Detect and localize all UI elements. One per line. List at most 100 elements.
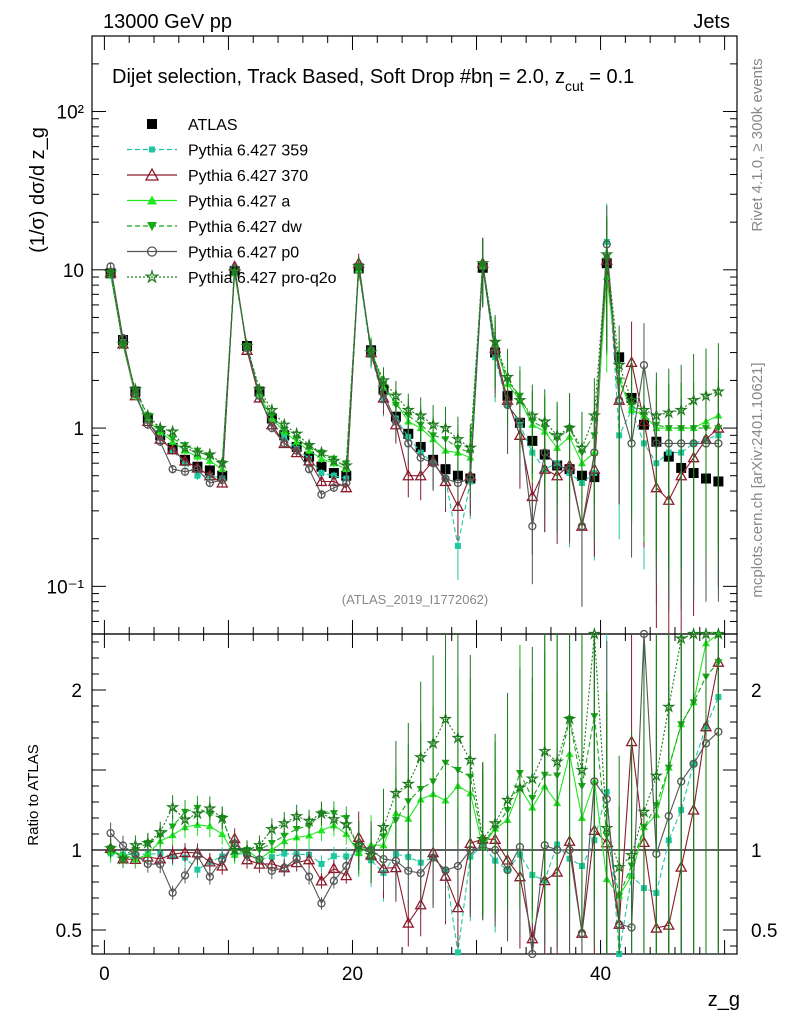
data-point-pythia-6-427-p0	[193, 465, 202, 474]
data-point-pythia-6-427-dw	[267, 412, 276, 420]
data-point-pythia-6-427-370	[402, 469, 415, 481]
ratio-point-pythia-6-427-p0	[639, 629, 649, 639]
legend-marker-pythia-6-427-370	[144, 167, 160, 181]
ratio-point-pythia-6-427-pro-q2o	[389, 786, 403, 799]
ratio-point-pythia-6-427-a	[218, 830, 227, 837]
data-point-pythia-6-427-pro-q2o	[265, 402, 279, 416]
ratio-tick-label-right: 1	[751, 841, 762, 862]
category-label: Jets	[693, 11, 730, 33]
legend-label-pythia-6-427-370: Pythia 6.427 370	[188, 168, 308, 185]
data-point-pythia-6-427-pro-q2o	[587, 408, 602, 422]
data-point-pythia-6-427-a	[218, 465, 227, 473]
legend-marker-pythia-6-427-dw	[147, 222, 157, 231]
data-point-pythia-6-427-p0	[428, 459, 438, 468]
ratio-point-pythia-6-427-pro-q2o	[178, 812, 192, 826]
series-line-pythia-6-427-dw	[110, 257, 719, 465]
data-point-pythia-6-427-p0	[156, 437, 165, 446]
ratio-point-pythia-6-427-p0	[391, 856, 401, 865]
ratio-point-pythia-6-427-pro-q2o	[302, 813, 316, 827]
ratio-point-pythia-6-427-dw	[267, 840, 276, 848]
data-point-pythia-6-427-pro-q2o	[413, 408, 428, 422]
ratio-point-pythia-6-427-pro-q2o	[116, 851, 130, 865]
data-point-pythia-6-427-p0	[329, 483, 339, 492]
ratio-point-pythia-6-427-pro-q2o	[463, 752, 478, 766]
data-point-pythia-6-427-370	[178, 454, 192, 466]
ratio-point-pythia-6-427-pro-q2o	[649, 768, 664, 782]
ratio-point-pythia-6-427-pro-q2o	[153, 825, 168, 839]
data-point-pythia-6-427-pro-q2o	[339, 458, 353, 472]
y-tick-label: 10⁻¹	[47, 577, 85, 598]
data-point-pythia-6-427-pro-q2o	[624, 393, 639, 406]
data-point-pythia-6-427-p0	[304, 465, 314, 474]
data-point-pythia-6-427-359	[281, 433, 288, 440]
ratio-point-pythia-6-427-pro-q2o	[141, 835, 155, 849]
ratio-point-pythia-6-427-pro-q2o	[525, 771, 540, 785]
data-point-pythia-6-427-pro-q2o	[550, 428, 564, 442]
data-point-pythia-6-427-pro-q2o	[252, 382, 267, 396]
ratio-point-pythia-6-427-p0	[329, 876, 339, 885]
data-point-pythia-6-427-p0	[218, 475, 227, 485]
legend-label-pythia-6-427-pro-q2o: Pythia 6.427 pro-q2o	[188, 270, 337, 287]
y-tick-label: 10²	[57, 103, 84, 124]
ratio-point-pythia-6-427-pro-q2o	[277, 816, 291, 830]
data-point-pythia-6-427-pro-q2o	[289, 426, 304, 440]
ratio-y-axis: 0.5 0.5 1 1 2 2	[56, 641, 777, 947]
data-point-pythia-6-427-pro-q2o	[240, 338, 254, 352]
x-axis-label: z_g	[708, 989, 740, 1011]
ratio-point-pythia-6-427-pro-q2o	[339, 817, 353, 831]
ratio-point-pythia-6-427-pro-q2o	[265, 821, 279, 835]
ratio-point-pythia-6-427-359	[318, 861, 325, 868]
ratio-point-pythia-6-427-pro-q2o	[538, 744, 552, 757]
data-point-pythia-6-427-p0	[453, 478, 463, 488]
legend-marker-pythia-6-427-p0	[146, 246, 158, 257]
legend: ATLAS Pythia 6.427 359 Pythia 6.427 370 Pyt…	[127, 117, 337, 287]
x-axis: 0 20 40	[99, 36, 726, 985]
data-point-pythia-6-427-p0	[180, 467, 190, 476]
ratio-point-pythia-6-427-pro-q2o	[661, 699, 676, 713]
ratio-series-group	[103, 626, 726, 959]
data-point-pythia-6-427-p0	[267, 423, 277, 433]
energy-label: 13000 GeV pp	[103, 11, 232, 33]
x-tick-label: 20	[342, 964, 363, 985]
ratio-point-pythia-6-427-pro-q2o	[451, 730, 465, 744]
data-point-pythia-6-427-pro-q2o	[165, 424, 180, 438]
ratio-point-pythia-6-427-pro-q2o	[314, 806, 329, 820]
analysis-watermark: (ATLAS_2019_I1772062)	[342, 592, 488, 607]
data-point-pythia-6-427-pro-q2o	[674, 402, 688, 416]
ratio-point-pythia-6-427-p0	[528, 949, 537, 959]
ratio-point-pythia-6-427-p0	[342, 861, 351, 871]
ratio-point-pythia-6-427-p0	[453, 861, 463, 871]
data-point-pythia-6-427-p0	[416, 453, 425, 462]
ratio-point-pythia-6-427-370	[340, 869, 353, 881]
data-point-pythia-6-427-pro-q2o	[141, 408, 155, 422]
ratio-point-pythia-6-427-p0	[317, 899, 326, 908]
ratio-point-pythia-6-427-370	[178, 846, 192, 858]
ratio-point-pythia-6-427-p0	[404, 866, 413, 876]
ratio-point-pythia-6-427-p0	[292, 854, 301, 863]
data-point-pythia-6-427-pro-q2o	[600, 247, 614, 261]
ratio-point-pythia-6-427-pro-q2o	[327, 812, 341, 826]
ratio-point-pythia-6-427-p0	[255, 855, 264, 864]
ratio-panel-frame	[91, 633, 738, 955]
ratio-point-pythia-6-427-p0	[118, 841, 128, 850]
data-point-pythia-6-427-pro-q2o	[637, 402, 651, 416]
data-point-pythia-6-427-pro-q2o	[426, 417, 440, 431]
ratio-point-pythia-6-427-359	[454, 949, 461, 956]
ratio-point-pythia-6-427-pro-q2o	[215, 810, 229, 824]
data-point-pythia-6-427-pro-q2o	[128, 382, 143, 396]
data-point-pythia-6-427-pro-q2o	[376, 373, 391, 387]
ratio-point-pythia-6-427-pro-q2o	[227, 842, 242, 856]
data-point-pythia-6-427-pro-q2o	[203, 447, 217, 461]
data-point-pythia-6-427-p0	[168, 465, 177, 474]
ratio-point-pythia-6-427-p0	[218, 855, 227, 864]
data-point-pythia-6-427-pro-q2o	[227, 264, 242, 277]
ratio-point-pythia-6-427-pro-q2o	[401, 776, 416, 790]
data-point-pythia-6-427-pro-q2o	[153, 421, 168, 434]
ratio-point-pythia-6-427-dw	[292, 825, 301, 833]
ratio-point-pythia-6-427-359	[330, 853, 337, 860]
ratio-point-pythia-6-427-pro-q2o	[612, 859, 626, 873]
ratio-point-pythia-6-427-pro-q2o	[240, 842, 254, 856]
ratio-point-pythia-6-427-pro-q2o	[587, 626, 602, 640]
ratio-point-pythia-6-427-dw	[168, 823, 177, 831]
